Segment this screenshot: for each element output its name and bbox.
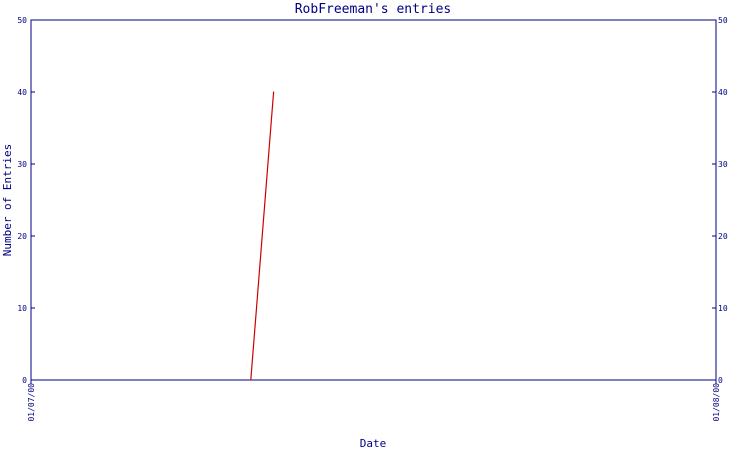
y-tick-label-right: 40 bbox=[718, 88, 728, 97]
chart-title: RobFreeman's entries bbox=[295, 2, 452, 17]
plot-area: 0 0 10 10 20 20 30 30 40 40 50 50 01/07/00 01/08/00 bbox=[17, 16, 727, 422]
data-point bbox=[273, 91, 275, 93]
y-tick-label-right: 0 bbox=[718, 376, 723, 385]
data-point bbox=[250, 379, 252, 381]
y-tick-label-left: 0 bbox=[22, 376, 27, 385]
y-tick-label-left: 20 bbox=[17, 232, 27, 241]
y-tick-label-right: 10 bbox=[718, 304, 728, 313]
y-axis-label: Number of Entries bbox=[1, 144, 14, 257]
y-tick-label-right: 20 bbox=[718, 232, 728, 241]
y-tick-label-left: 10 bbox=[17, 304, 27, 313]
y-tick-label-right: 50 bbox=[718, 16, 728, 25]
plot-frame bbox=[30, 19, 717, 381]
y-tick-label-left: 30 bbox=[17, 160, 27, 169]
x-axis-label: Date bbox=[360, 437, 387, 450]
y-tick-label-left: 50 bbox=[17, 16, 27, 25]
y-tick-label-right: 30 bbox=[718, 160, 728, 169]
x-tick-label: 01/07/00 bbox=[27, 383, 36, 422]
x-tick-label: 01/08/00 bbox=[712, 383, 721, 422]
series-line bbox=[250, 91, 275, 381]
y-tick-label-left: 40 bbox=[17, 88, 27, 97]
